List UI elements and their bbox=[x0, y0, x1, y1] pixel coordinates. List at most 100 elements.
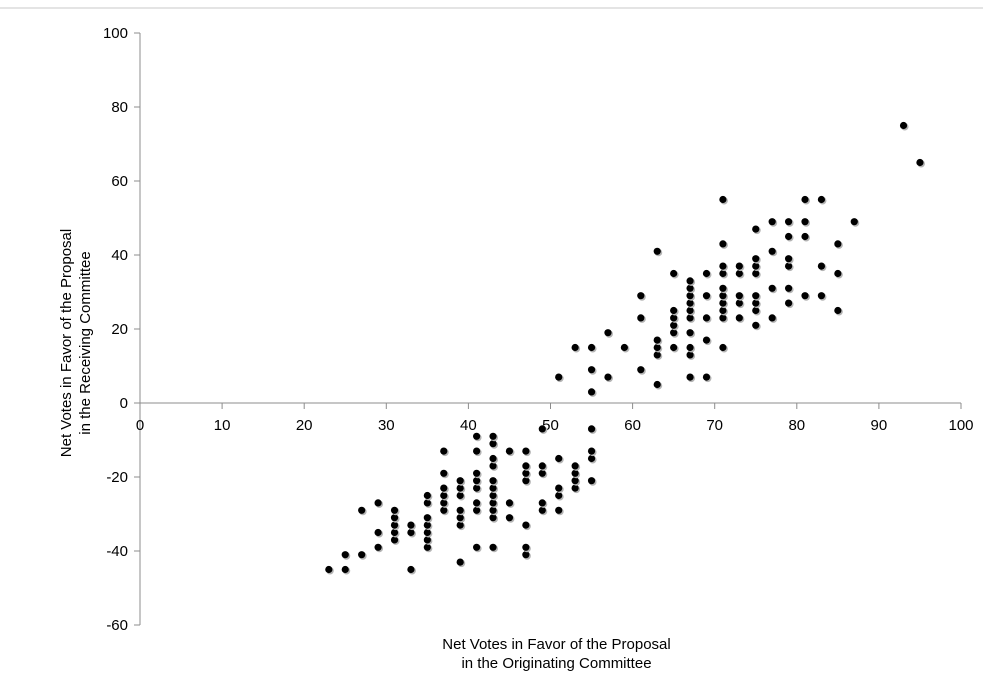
data-point bbox=[522, 469, 530, 477]
data-point bbox=[390, 528, 399, 537]
data-point bbox=[489, 440, 497, 448]
data-point bbox=[752, 269, 760, 278]
data-point bbox=[834, 240, 842, 248]
data-point bbox=[358, 506, 366, 514]
data-point bbox=[489, 499, 497, 507]
y-tick-label: 40 bbox=[111, 247, 128, 264]
data-point bbox=[407, 528, 415, 537]
data-point bbox=[473, 506, 481, 514]
data-point bbox=[752, 306, 760, 315]
data-point bbox=[489, 491, 497, 500]
data-point bbox=[587, 425, 596, 433]
data-point bbox=[768, 247, 776, 255]
data-point bbox=[374, 499, 382, 507]
data-point bbox=[834, 269, 842, 278]
data-point bbox=[341, 551, 349, 559]
data-point bbox=[538, 462, 546, 470]
data-point bbox=[735, 299, 743, 307]
data-point bbox=[555, 506, 563, 514]
data-point bbox=[473, 432, 481, 440]
y-axis-title-line-1: Net Votes in Favor of the Proposal bbox=[58, 229, 75, 457]
data-point bbox=[456, 484, 464, 492]
data-point bbox=[522, 447, 530, 455]
y-tick-label: 0 bbox=[120, 395, 128, 412]
data-point bbox=[752, 225, 760, 233]
data-point bbox=[735, 292, 743, 300]
data-point bbox=[423, 514, 431, 522]
data-point bbox=[899, 121, 908, 130]
data-point bbox=[489, 454, 497, 463]
data-point bbox=[752, 299, 760, 307]
data-point bbox=[423, 491, 431, 500]
data-point bbox=[374, 528, 382, 537]
data-point bbox=[702, 269, 711, 278]
data-point bbox=[653, 351, 661, 359]
y-tick-label: 80 bbox=[111, 99, 128, 116]
data-point bbox=[702, 336, 711, 344]
data-point bbox=[686, 299, 694, 307]
data-point bbox=[440, 491, 448, 500]
data-point bbox=[587, 477, 596, 485]
data-point bbox=[456, 521, 464, 529]
y-tick-label: -60 bbox=[106, 617, 128, 634]
data-point bbox=[587, 447, 596, 455]
data-point bbox=[768, 314, 776, 322]
x-tick-label: 100 bbox=[948, 417, 973, 434]
data-point bbox=[489, 506, 497, 514]
data-point bbox=[390, 521, 399, 529]
data-point bbox=[423, 521, 431, 529]
data-point bbox=[686, 292, 694, 300]
data-point bbox=[719, 343, 727, 352]
data-point bbox=[489, 543, 497, 551]
data-point bbox=[571, 477, 579, 485]
x-axis-title-line-2: in the Originating Committee bbox=[461, 655, 651, 672]
data-point bbox=[587, 388, 596, 396]
data-point bbox=[423, 543, 431, 551]
data-point bbox=[768, 284, 776, 292]
x-tick-label: 0 bbox=[136, 417, 144, 434]
x-tick-label: 40 bbox=[460, 417, 477, 434]
data-point bbox=[407, 565, 415, 574]
data-point bbox=[735, 314, 743, 322]
data-point bbox=[325, 565, 333, 574]
data-point bbox=[456, 506, 464, 514]
data-point bbox=[358, 551, 366, 559]
data-point bbox=[571, 469, 579, 477]
data-point bbox=[784, 284, 793, 292]
data-point bbox=[653, 336, 661, 344]
data-point bbox=[686, 329, 694, 337]
data-point bbox=[555, 373, 563, 381]
data-point bbox=[850, 218, 858, 226]
data-point bbox=[702, 314, 711, 322]
data-point bbox=[817, 195, 826, 204]
y-tick-label: -40 bbox=[106, 543, 128, 560]
data-point bbox=[686, 284, 694, 292]
data-point bbox=[341, 565, 349, 574]
data-point bbox=[456, 558, 464, 566]
data-point bbox=[735, 262, 743, 270]
data-point bbox=[390, 536, 399, 544]
data-point bbox=[423, 528, 431, 537]
data-point bbox=[407, 521, 415, 529]
data-point bbox=[719, 284, 727, 292]
data-point bbox=[604, 329, 612, 337]
data-point bbox=[686, 306, 694, 315]
data-point bbox=[489, 477, 497, 485]
y-axis-title-line-2: in the Receiving Committee bbox=[77, 251, 94, 434]
data-point bbox=[440, 506, 448, 514]
x-tick-label: 20 bbox=[296, 417, 313, 434]
data-point bbox=[637, 292, 645, 300]
data-point bbox=[801, 218, 809, 226]
data-point bbox=[489, 462, 497, 470]
x-tick-label: 80 bbox=[788, 417, 805, 434]
data-point bbox=[423, 499, 431, 507]
data-point bbox=[670, 314, 678, 322]
data-point bbox=[489, 514, 497, 522]
data-point bbox=[587, 366, 596, 374]
data-point bbox=[440, 484, 448, 492]
data-point bbox=[686, 373, 694, 381]
axis-labels: Net Votes in Favor of the Proposal in th… bbox=[58, 229, 671, 672]
data-point bbox=[686, 343, 694, 352]
